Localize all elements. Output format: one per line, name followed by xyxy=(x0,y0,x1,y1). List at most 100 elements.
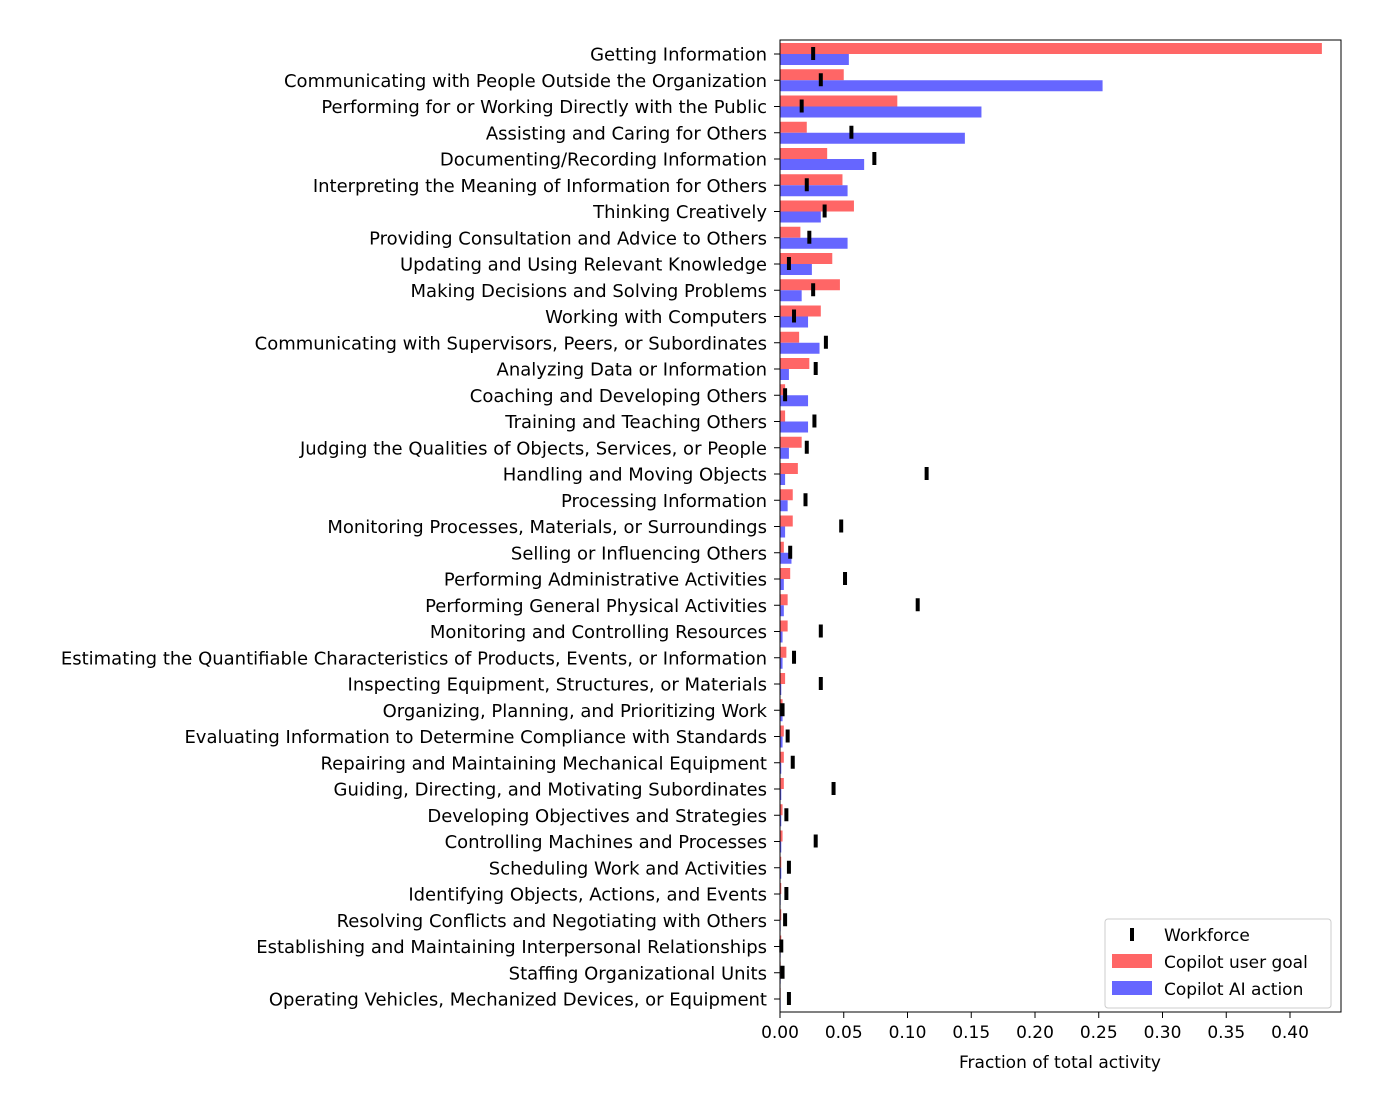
bar-ai-action xyxy=(780,159,865,170)
category-label: Selling or Influencing Others xyxy=(511,543,767,564)
x-tick-label: 0.35 xyxy=(1207,1023,1245,1043)
bar-ai-action xyxy=(780,500,788,512)
workforce-marker xyxy=(792,650,797,664)
workforce-marker xyxy=(803,493,808,507)
workforce-marker xyxy=(783,388,788,402)
legend-workforce-label: Workforce xyxy=(1164,926,1250,946)
category-label: Performing General Physical Activities xyxy=(425,596,767,617)
x-tick-label: 0.25 xyxy=(1080,1023,1118,1043)
bar-ai-action xyxy=(780,369,789,380)
bar-ai-action xyxy=(780,605,784,617)
category-label: Coaching and Developing Others xyxy=(470,386,767,407)
bar-user-goal xyxy=(780,174,843,186)
bar-ai-action xyxy=(780,185,848,197)
workforce-marker xyxy=(788,545,793,559)
bar-ai-action xyxy=(780,264,812,275)
legend-user-goal-label: Copilot user goal xyxy=(1164,953,1308,973)
bar-user-goal xyxy=(780,778,784,789)
bar-user-goal xyxy=(780,331,800,343)
workforce-marker xyxy=(804,178,809,192)
bar-ai-action xyxy=(780,421,809,433)
bar-user-goal xyxy=(780,43,1322,54)
workforce-marker xyxy=(792,309,797,323)
bar-user-goal xyxy=(780,410,786,422)
legend-workforce-marker xyxy=(1130,928,1134,941)
category-label: Estimating the Quantifiable Characterist… xyxy=(61,648,767,669)
workforce-marker xyxy=(831,782,836,795)
category-label: Thinking Creatively xyxy=(592,202,767,223)
category-label: Staffing Organizational Units xyxy=(509,963,767,984)
bar-user-goal xyxy=(780,200,854,212)
workforce-marker xyxy=(823,335,828,349)
category-label: Developing Objectives and Strategies xyxy=(427,806,767,827)
bar-user-goal xyxy=(780,620,788,632)
category-label: Providing Consultation and Advice to Oth… xyxy=(369,228,767,249)
workforce-marker xyxy=(785,729,790,743)
category-label: Training and Teaching Others xyxy=(504,412,767,433)
bar-user-goal xyxy=(780,69,844,81)
bar-user-goal xyxy=(780,358,810,369)
bar-ai-action xyxy=(780,815,782,827)
category-label: Scheduling Work and Activities xyxy=(489,858,767,879)
category-label: Monitoring Processes, Materials, or Surr… xyxy=(327,517,767,538)
workforce-marker xyxy=(839,519,844,533)
legend: Workforce Copilot user goal Copilot AI a… xyxy=(1104,918,1332,1009)
workforce-marker xyxy=(786,860,791,874)
category-label: Interpreting the Meaning of Information … xyxy=(313,176,767,197)
x-tick-label: 0.40 xyxy=(1271,1023,1309,1043)
bar-ai-action xyxy=(780,342,820,354)
workforce-marker xyxy=(915,598,920,612)
category-label: Judging the Qualities of Objects, Servic… xyxy=(299,438,767,459)
category-label: Monitoring and Controlling Resources xyxy=(430,622,767,643)
category-label: Updating and Using Relevant Knowledge xyxy=(400,255,767,276)
bar-ai-action xyxy=(780,395,809,407)
bar-user-goal xyxy=(780,253,833,264)
bar-ai-action xyxy=(780,867,782,879)
legend-ai-action-swatch xyxy=(1112,981,1152,995)
category-label: Assisting and Caring for Others xyxy=(486,123,767,144)
bar-ai-action xyxy=(780,736,783,748)
bar-user-goal xyxy=(780,541,784,553)
x-tick-label: 0.30 xyxy=(1144,1023,1182,1043)
bar-user-goal xyxy=(780,725,784,737)
bar-user-goal xyxy=(780,463,798,474)
workforce-marker xyxy=(813,834,818,848)
category-label: Making Decisions and Solving Problems xyxy=(411,281,767,302)
bar-ai-action xyxy=(780,762,782,774)
bar-ai-action xyxy=(780,132,965,144)
category-label: Communicating with People Outside the Or… xyxy=(284,71,767,92)
category-label: Documenting/Recording Information xyxy=(440,150,767,171)
bar-user-goal xyxy=(780,515,793,527)
workforce-marker xyxy=(818,624,823,638)
workforce-markers-layer xyxy=(779,47,929,1005)
category-label: Working with Computers xyxy=(545,307,767,328)
bar-ai-action xyxy=(780,106,982,118)
category-label: Getting Information xyxy=(590,45,767,66)
bar-user-goal xyxy=(780,305,821,317)
x-axis-label: Fraction of total activity xyxy=(959,1053,1161,1073)
workforce-marker xyxy=(780,703,785,717)
category-label: Evaluating Information to Determine Comp… xyxy=(184,727,767,748)
bar-ai-action xyxy=(780,211,821,223)
legend-frame xyxy=(1104,918,1332,1009)
category-label: Analyzing Data or Information xyxy=(497,360,767,381)
bar-user-goal xyxy=(780,673,786,684)
x-tick-label: 0.05 xyxy=(825,1023,863,1043)
category-label: Operating Vehicles, Mechanized Devices, … xyxy=(269,990,767,1011)
bar-user-goal xyxy=(780,883,782,894)
bar-user-goal xyxy=(780,436,802,448)
bar-ai-action xyxy=(780,237,848,249)
bar-ai-action xyxy=(780,290,802,302)
category-label: Inspecting Equipment, Structures, or Mat… xyxy=(348,675,767,696)
bar-ai-action xyxy=(780,80,1103,92)
bar-ai-action xyxy=(780,474,786,485)
category-label: Performing for or Working Directly with … xyxy=(321,97,767,118)
workforce-marker xyxy=(818,73,823,87)
workforce-marker xyxy=(811,283,816,297)
category-label: Resolving Conflicts and Negotiating with… xyxy=(337,911,767,932)
bar-ai-action xyxy=(780,841,782,853)
x-tick-label: 0.15 xyxy=(952,1023,990,1043)
bar-ai-action xyxy=(780,526,786,538)
bar-user-goal xyxy=(780,489,793,501)
x-tick-label: 0.10 xyxy=(889,1023,927,1043)
